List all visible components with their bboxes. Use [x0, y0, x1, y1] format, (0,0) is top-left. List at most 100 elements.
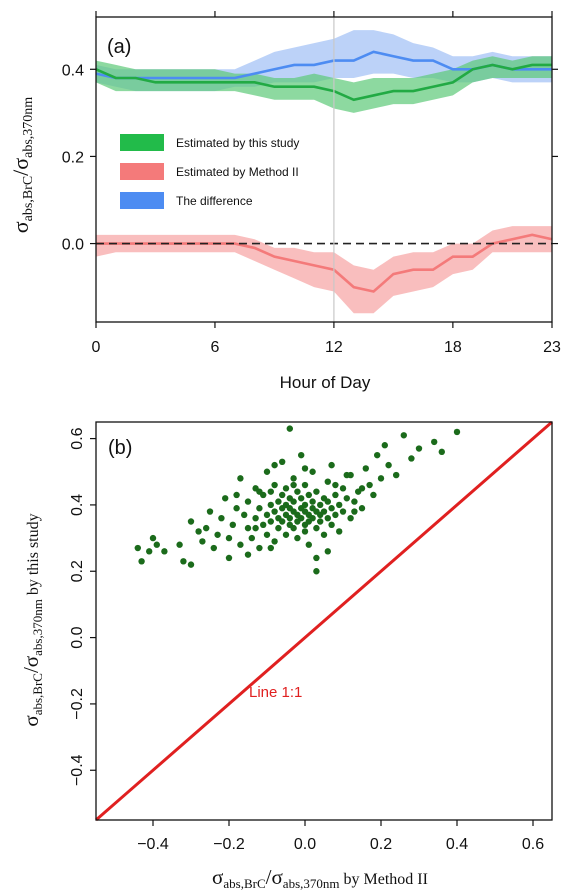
scatter-point: [290, 481, 297, 489]
scatter-point: [271, 481, 278, 489]
scatter-point: [244, 498, 252, 505]
scatter-point: [187, 561, 195, 568]
band-estimated-by-this-study: [96, 56, 552, 113]
y-tick-label: −0.2: [69, 688, 86, 720]
scatter-point: [305, 491, 312, 499]
x-tick-label: 23: [543, 339, 561, 356]
scatter-point: [282, 531, 290, 538]
scatter-point: [244, 551, 252, 558]
scatter-point: [225, 534, 233, 542]
scatter-point: [282, 485, 290, 492]
scatter-point: [180, 558, 187, 565]
scatter-point: [336, 528, 343, 535]
panel-b-y-ticks: −0.4 −0.2 0.0 0.2 0.4 0.6: [69, 427, 96, 786]
scatter-point: [153, 541, 160, 548]
scatter-point: [271, 508, 278, 515]
scatter-point: [161, 548, 168, 555]
scatter-point: [260, 521, 267, 529]
scatter-point: [199, 538, 206, 545]
scatter-point: [324, 548, 331, 555]
x-tick-label: 0.6: [522, 836, 544, 853]
scatter-point: [267, 518, 274, 525]
scatter-point: [233, 505, 240, 512]
x-tick-label: 12: [325, 339, 343, 356]
scatter-point: [286, 514, 293, 522]
scatter-point: [320, 531, 328, 538]
scatter-point: [256, 488, 263, 495]
y-tick-label: −0.4: [69, 754, 86, 786]
scatter-point: [279, 518, 286, 525]
legend-swatch-method-ii: [120, 163, 164, 180]
scatter-point: [214, 531, 221, 538]
panel-a-frame: [95, 16, 553, 323]
legend-label-this-study: Estimated by this study: [176, 136, 299, 150]
scatter-point: [271, 461, 278, 469]
scatter-point: [252, 514, 259, 522]
scatter-point: [317, 501, 324, 509]
scatter-point: [275, 524, 282, 532]
scatter-point: [263, 468, 271, 475]
scatter-point: [385, 461, 392, 469]
scatter-point: [328, 505, 335, 512]
x-tick-label: 0.2: [370, 836, 392, 853]
scatter-point: [176, 541, 183, 548]
scatter-point: [309, 514, 316, 522]
scatter-point: [324, 498, 331, 505]
scatter-point: [210, 544, 217, 552]
scatter-point: [309, 468, 316, 475]
scatter-point: [279, 491, 286, 499]
scatter-point: [351, 498, 358, 505]
scatter-point: [149, 534, 157, 542]
scatter-point: [301, 465, 309, 472]
scatter-point: [271, 538, 278, 545]
scatter-point: [362, 465, 369, 472]
scatter-point: [324, 514, 331, 522]
scatter-point: [279, 458, 286, 465]
line-estimated-by-this-study: [95, 63, 552, 102]
scatter-point: [374, 451, 381, 459]
scatter-point: [400, 432, 407, 439]
panel-a-x-ticks: 0 6 12 18 23: [92, 11, 561, 356]
scatter-point: [317, 518, 324, 525]
panel-a-diurnal-chart: 0 6 12 18 23 0.0 0.2 0.4 (a) Estimated by this…: [8, 11, 561, 392]
scatter-point: [256, 505, 263, 512]
legend-label-difference: The difference: [176, 194, 253, 208]
scatter-point: [301, 528, 309, 535]
scatter-point: [332, 491, 339, 499]
scatter-point: [263, 511, 271, 519]
panel-a-x-axis-title: Hour of Day: [280, 373, 371, 392]
x-tick-label: −0.2: [213, 836, 245, 853]
scatter-point: [241, 511, 248, 519]
scatter-point: [252, 524, 259, 532]
scatter-point: [263, 531, 271, 538]
scatter-point: [370, 491, 377, 499]
scatter-point: [187, 518, 195, 525]
scatter-point: [237, 475, 244, 482]
scatter-point: [332, 511, 339, 519]
scatter-point: [313, 568, 320, 575]
panel-b-scatter-points: [134, 425, 461, 575]
scatter-point: [203, 524, 210, 532]
panel-a-confidence-bands: [96, 30, 552, 314]
scatter-point: [267, 501, 274, 509]
scatter-point: [233, 491, 240, 499]
scatter-point: [267, 488, 274, 495]
scatter-point: [320, 508, 328, 515]
scatter-point: [377, 475, 385, 482]
y-tick-label: 0.0: [62, 237, 84, 254]
x-tick-label: 6: [211, 339, 220, 356]
scatter-point: [408, 455, 415, 462]
scatter-point: [298, 495, 305, 502]
scatter-point: [415, 445, 423, 452]
scatter-point: [294, 488, 301, 495]
scatter-point: [339, 485, 347, 492]
panel-a-legend: Estimated by this study Estimated by Met…: [120, 134, 299, 209]
scatter-point: [294, 534, 301, 542]
scatter-point: [336, 501, 343, 509]
scatter-point: [393, 471, 400, 479]
scatter-point: [244, 524, 252, 532]
scatter-point: [438, 448, 445, 456]
y-tick-label: 0.6: [69, 427, 86, 449]
x-tick-label: 18: [444, 339, 462, 356]
